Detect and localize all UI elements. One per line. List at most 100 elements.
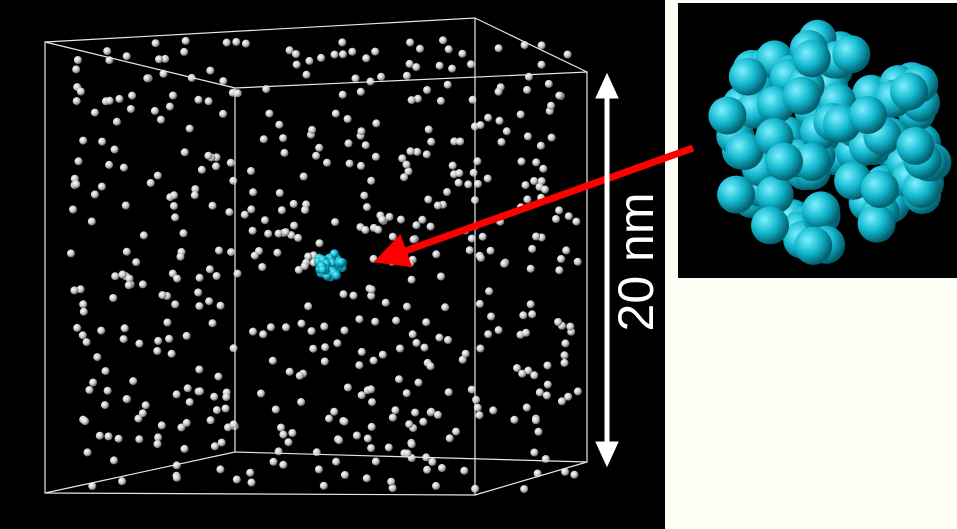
atom (368, 286, 376, 294)
atom (396, 345, 404, 353)
atom (300, 173, 308, 181)
atom (171, 213, 179, 221)
atom (367, 444, 375, 452)
atom (466, 246, 474, 254)
atom (427, 138, 435, 146)
atom (443, 188, 451, 196)
atom (458, 50, 466, 58)
atom (225, 208, 233, 216)
atom (219, 110, 227, 118)
atom (111, 146, 119, 154)
atom (279, 134, 287, 142)
atom (297, 398, 305, 406)
atom (129, 377, 137, 385)
atom (344, 115, 352, 123)
atom (428, 458, 436, 466)
atom (72, 180, 80, 188)
atom (181, 445, 189, 453)
atom (545, 80, 553, 88)
atom (391, 406, 399, 414)
atom (304, 302, 312, 310)
atom (168, 350, 176, 358)
atom (520, 485, 528, 493)
atom (331, 218, 339, 226)
atom (293, 61, 301, 69)
atom (207, 416, 215, 424)
atom (173, 275, 181, 283)
atom (379, 351, 387, 359)
atom (495, 44, 503, 52)
atom (485, 287, 493, 295)
atom (574, 258, 582, 266)
atom (143, 74, 151, 82)
atom (184, 384, 192, 392)
atom (437, 273, 445, 281)
atom (487, 313, 495, 321)
atom (542, 455, 550, 463)
cluster-atom (708, 97, 746, 135)
atom (194, 289, 202, 297)
atom (272, 406, 280, 414)
atom (140, 231, 148, 239)
atom (163, 319, 171, 327)
atom (279, 431, 287, 439)
atom (464, 180, 472, 188)
cluster-atom (794, 227, 832, 265)
atom (522, 181, 530, 189)
atom (524, 132, 532, 140)
atom (424, 196, 432, 204)
atom (495, 88, 503, 96)
atom (183, 332, 191, 340)
atom (449, 162, 457, 170)
atom (264, 230, 272, 238)
atom (196, 387, 204, 395)
atom (181, 148, 189, 156)
atom (265, 110, 273, 118)
atom (387, 478, 395, 486)
atom (110, 456, 118, 464)
atom (205, 97, 213, 105)
atom (561, 351, 569, 359)
cluster-atom (802, 191, 840, 229)
atom (368, 423, 376, 431)
atom (109, 294, 117, 302)
atom (217, 302, 225, 310)
atom (358, 348, 366, 356)
atom (113, 118, 121, 126)
cluster-atom (318, 265, 327, 274)
atom (364, 435, 372, 443)
atom (173, 474, 181, 482)
atom (171, 300, 179, 308)
atom (527, 265, 535, 273)
atom (444, 81, 452, 89)
atom (157, 116, 165, 124)
atom (73, 324, 81, 332)
atom (186, 125, 194, 133)
cluster-atom (337, 258, 346, 267)
atom (332, 110, 340, 118)
atom (247, 167, 255, 175)
atom (209, 319, 217, 327)
atom (222, 405, 230, 413)
cluster-atom (832, 35, 870, 73)
cluster-atom (330, 249, 339, 258)
atom (385, 444, 393, 452)
atom (195, 96, 203, 104)
atom (213, 272, 221, 280)
atom (282, 228, 290, 236)
atom (79, 331, 87, 339)
atom (403, 389, 411, 397)
atom (335, 436, 343, 444)
atom (123, 395, 131, 403)
atom (484, 114, 492, 122)
cluster-atom (783, 77, 821, 115)
atom (292, 50, 300, 58)
atom (211, 442, 219, 450)
atom (389, 414, 397, 422)
atom (177, 253, 185, 261)
atom (538, 61, 546, 69)
atom (118, 477, 126, 485)
atom (460, 467, 468, 475)
cluster-atom (717, 176, 755, 214)
atom (242, 40, 250, 48)
